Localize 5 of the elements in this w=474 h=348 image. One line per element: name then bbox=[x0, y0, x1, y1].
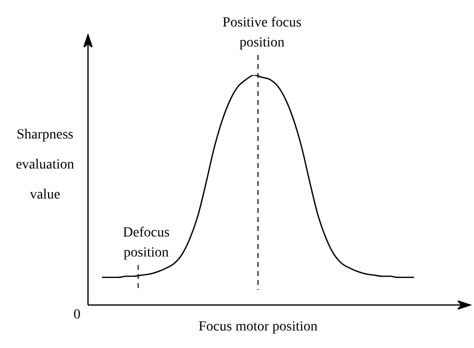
annotation: Defocus position bbox=[122, 226, 170, 261]
text: 0 bbox=[74, 308, 80, 323]
x-axis-title: Focus motor position bbox=[198, 320, 318, 335]
text: Positive focus position bbox=[222, 16, 302, 51]
y-axis-title: Sharpness evaluation value bbox=[16, 128, 74, 203]
